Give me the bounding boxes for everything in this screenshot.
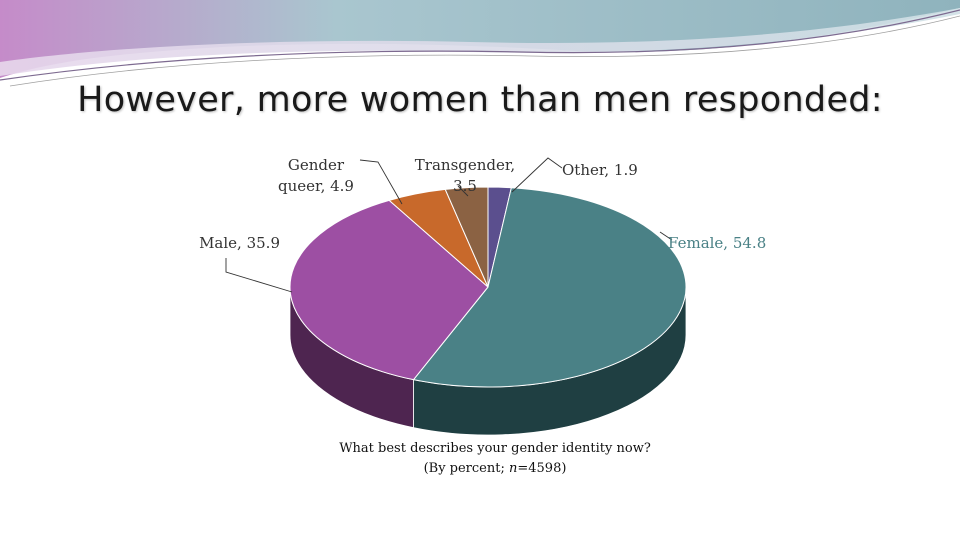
pie-slice-female bbox=[412, 187, 687, 388]
data-label-line: 3.5 bbox=[453, 177, 477, 195]
data-label-other: Other, 1.9 bbox=[562, 161, 638, 179]
pie-slice-male bbox=[289, 199, 489, 381]
chart-caption: What best describes your gender identity… bbox=[300, 439, 690, 479]
pie-slice-transgender bbox=[444, 186, 489, 288]
data-label-line: Female, 54.8 bbox=[668, 234, 766, 252]
leader-line-2 bbox=[457, 185, 469, 197]
leader-line-1 bbox=[511, 157, 563, 193]
leader-line-3 bbox=[659, 231, 673, 241]
data-label-line: queer, 4.9 bbox=[278, 177, 354, 195]
data-label-line: Gender bbox=[288, 156, 345, 174]
data-label-line: Transgender, bbox=[415, 156, 515, 174]
data-label-male: Male, 35.9 bbox=[199, 234, 280, 252]
slide-title: However, more women than men responded: bbox=[77, 80, 883, 120]
data-labels: Other, 1.9 Female, 54.8 Male, 35.9 Gender qu… bbox=[199, 156, 766, 252]
data-label-gender-queer: Gender queer, 4.9 bbox=[278, 156, 354, 195]
leader-line-5 bbox=[225, 258, 293, 293]
caption-suffix: =4598) bbox=[517, 461, 567, 476]
data-label-female: Female, 54.8 bbox=[668, 234, 766, 252]
caption-prefix: (By percent; bbox=[423, 461, 509, 476]
data-label-line: Other, 1.9 bbox=[562, 161, 638, 179]
data-label-line: Male, 35.9 bbox=[199, 234, 280, 252]
leader-line-4 bbox=[359, 159, 403, 205]
caption-line-1: What best describes your gender identity… bbox=[339, 441, 651, 456]
pie-tops bbox=[289, 186, 687, 388]
data-label-transgender: Transgender, 3.5 bbox=[415, 156, 515, 195]
leader-lines bbox=[225, 157, 673, 293]
caption-n: n bbox=[508, 461, 518, 476]
caption-line-2: (By percent; n=4598) bbox=[300, 459, 690, 479]
decorative-banner bbox=[0, 0, 960, 87]
